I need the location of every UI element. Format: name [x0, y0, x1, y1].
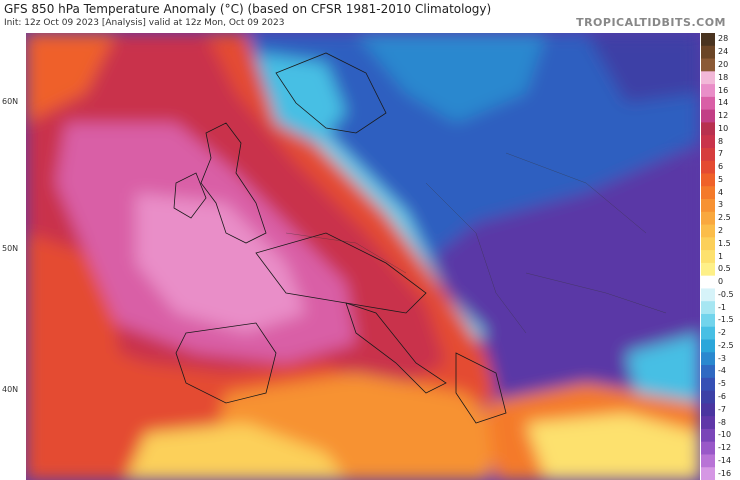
colorbar-tick-label: 14	[718, 98, 729, 108]
colorbar-swatch	[701, 84, 715, 98]
colorbar-tick-label: 2.5	[718, 213, 731, 223]
colorbar-tick-label: 12	[718, 111, 729, 120]
colorbar-swatch	[701, 262, 715, 277]
colorbar-swatch	[701, 173, 715, 187]
colorbar-swatch	[701, 326, 715, 341]
colorbar-tick-label: 0	[718, 277, 724, 286]
colorbar-swatch	[701, 416, 715, 430]
colorbar-tick-label: 4	[718, 187, 724, 197]
colorbar-swatch	[701, 186, 715, 200]
brand-logo-text: TROPICALTIDBITS.COM	[576, 16, 726, 29]
chart-subtitle: Init: 12z Oct 09 2023 [Analysis] valid a…	[4, 18, 285, 28]
colorbar-swatch	[701, 301, 715, 315]
colorbar-swatch	[701, 33, 715, 47]
colorbar-tick-label: 20	[718, 59, 729, 69]
colorbar-swatch	[701, 160, 715, 174]
colorbar-tick-label: -1.5	[718, 315, 734, 325]
colorbar-tick-label: 6	[718, 162, 724, 172]
colorbar-tick-label: -7	[718, 404, 726, 414]
colorbar-tick-label: 10	[718, 123, 729, 133]
colorbar-swatch	[701, 224, 715, 238]
colorbar-tick-label: 8	[718, 136, 724, 146]
colorbar-tick-label: 1	[718, 251, 724, 261]
colorbar-tick-label: 5	[718, 174, 724, 184]
lat-label-40n: 40N	[2, 385, 19, 394]
temperature-anomaly-map	[26, 33, 700, 480]
colorbar-tick-label: -16	[718, 468, 732, 478]
colorbar-labels: 28 24 20 18 16 14 12 10 8 7 6 5 4 3 2.5 2 1.5 1 0.5 0 -0.5 -1…	[717, 33, 740, 480]
colorbar-swatch	[701, 45, 715, 60]
colorbar	[701, 33, 715, 480]
colorbar-swatch	[701, 71, 715, 85]
country-borders	[285, 152, 667, 334]
colorbar-tick-label: -1	[718, 302, 726, 312]
colorbar-tick-label: -6	[718, 392, 726, 401]
colorbar-tick-label: -4	[718, 366, 726, 376]
colorbar-swatch	[701, 147, 715, 162]
lat-label-60n: 60N	[2, 97, 19, 106]
colorbar-tick-label: 1.5	[718, 238, 731, 248]
colorbar-tick-label: 7	[718, 149, 724, 159]
colorbar-swatch	[701, 109, 715, 123]
colorbar-swatch	[701, 288, 715, 302]
colorbar-swatch	[701, 403, 715, 417]
colorbar-tick-label: -3	[718, 353, 726, 363]
colorbar-swatch	[701, 467, 715, 480]
colorbar-swatch	[701, 96, 715, 111]
chart-header: GFS 850 hPa Temperature Anomaly (°C) (ba…	[0, 0, 740, 32]
lat-label-50n: 50N	[2, 244, 19, 253]
colorbar-swatch	[701, 441, 715, 455]
colorbar-tick-label: -0.5	[718, 289, 734, 299]
colorbar-swatch	[701, 352, 715, 366]
colorbar-tick-label: 24	[718, 47, 729, 57]
chart-title: GFS 850 hPa Temperature Anomaly (°C) (ba…	[4, 2, 492, 16]
colorbar-tick-label: -2	[718, 328, 726, 338]
colorbar-swatch	[701, 250, 715, 264]
colorbar-swatch	[701, 275, 715, 289]
colorbar-swatch	[701, 339, 715, 353]
colorbar-tick-label: -12	[718, 443, 732, 453]
colorbar-tick-label: -10	[718, 430, 732, 440]
colorbar-tick-label: -14	[718, 455, 732, 465]
colorbar-tick-label: 16	[718, 85, 729, 95]
coastlines	[173, 52, 507, 424]
colorbar-swatch	[701, 135, 715, 149]
colorbar-tick-label: 18	[718, 72, 729, 82]
colorbar-tick-label: 3	[718, 200, 724, 210]
colorbar-tick-label: 28	[718, 34, 729, 44]
colorbar-swatch	[701, 122, 715, 136]
colorbar-swatch	[701, 390, 715, 404]
colorbar-swatch	[701, 199, 715, 213]
colorbar-tick-label: -5	[718, 379, 726, 389]
colorbar-tick-label: 2	[718, 226, 724, 235]
colorbar-swatch	[701, 211, 715, 226]
colorbar-swatch	[701, 237, 715, 251]
colorbar-tick-label: 0.5	[718, 264, 731, 274]
colorbar-tick-label: -2.5	[718, 340, 734, 350]
colorbar-swatch	[701, 454, 715, 468]
colorbar-swatch	[701, 58, 715, 72]
colorbar-swatch	[701, 428, 715, 443]
colorbar-swatch	[701, 377, 715, 392]
anomaly-field	[26, 33, 700, 480]
colorbar-swatch	[701, 365, 715, 379]
colorbar-tick-label: -8	[718, 417, 726, 427]
colorbar-swatch	[701, 313, 715, 328]
